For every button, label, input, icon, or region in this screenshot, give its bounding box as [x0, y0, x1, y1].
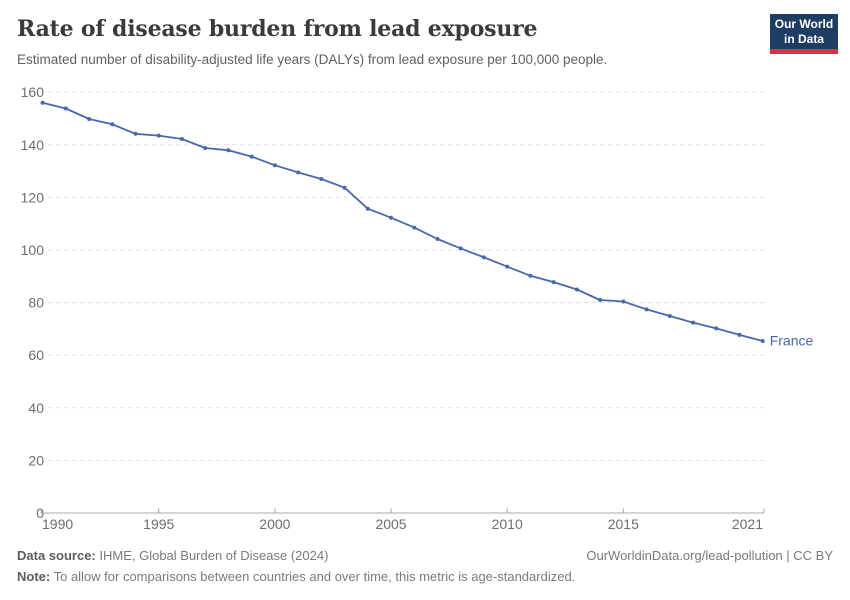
- data-point[interactable]: [667, 314, 672, 318]
- owid-logo-line1: Our World: [774, 17, 834, 31]
- y-axis-tick-label: 40: [28, 400, 44, 416]
- owid-url-link[interactable]: OurWorldinData.org/lead-pollution | CC B…: [586, 548, 833, 563]
- data-point[interactable]: [482, 255, 486, 260]
- chart-subtitle: Estimated number of disability-adjusted …: [17, 52, 608, 67]
- data-point[interactable]: [389, 215, 393, 220]
- data-source-text: IHME, Global Burden of Disease (2024): [95, 548, 329, 563]
- data-point[interactable]: [435, 237, 440, 241]
- y-axis-tick-label: 120: [21, 189, 45, 205]
- data-point[interactable]: [156, 133, 161, 138]
- series-line-france[interactable]: [41, 101, 764, 342]
- y-axis-tick-label: 160: [21, 84, 45, 100]
- y-axis-tick-label: 60: [28, 347, 44, 363]
- data-point[interactable]: [249, 154, 254, 159]
- owid-logo[interactable]: Our World in Data: [770, 14, 838, 54]
- data-point[interactable]: [296, 170, 301, 175]
- data-point[interactable]: [133, 131, 138, 136]
- data-point[interactable]: [365, 206, 370, 211]
- note-line: Note: To allow for comparisons between c…: [17, 569, 575, 584]
- y-axis-tick-label: 20: [28, 452, 44, 468]
- data-point[interactable]: [110, 122, 115, 127]
- data-point[interactable]: [691, 320, 695, 325]
- y-axis-tick-label: 140: [21, 137, 45, 153]
- data-point[interactable]: [760, 339, 765, 343]
- x-axis-tick-label: 2000: [259, 516, 290, 532]
- owid-logo-redbar: [770, 49, 838, 54]
- data-point[interactable]: [203, 146, 208, 150]
- data-point[interactable]: [621, 299, 626, 304]
- data-source-label: Data source:: [17, 548, 96, 563]
- y-axis-tick-label: 100: [21, 242, 45, 258]
- x-axis-tick-label: 1995: [143, 516, 174, 532]
- data-point[interactable]: [644, 307, 649, 312]
- x-axis-tick-label: 2021: [732, 516, 763, 532]
- data-point[interactable]: [87, 117, 92, 121]
- data-point[interactable]: [63, 106, 68, 111]
- x-axis-tick-label: 2010: [492, 516, 523, 532]
- data-point[interactable]: [551, 280, 556, 285]
- data-point[interactable]: [272, 163, 277, 168]
- x-axis-tick-label: 1990: [42, 516, 73, 532]
- data-point[interactable]: [458, 246, 463, 251]
- y-axis-tick-label: 80: [28, 295, 44, 311]
- data-point[interactable]: [180, 137, 184, 141]
- data-point[interactable]: [319, 177, 324, 181]
- data-point[interactable]: [528, 273, 533, 278]
- x-axis-tick-label: 2015: [608, 516, 639, 532]
- data-point[interactable]: [40, 100, 45, 105]
- data-point[interactable]: [342, 185, 347, 190]
- page-title: Rate of disease burden from lead exposur…: [17, 16, 538, 42]
- owid-logo-line2: in Data: [783, 32, 824, 46]
- note-text: To allow for comparisons between countri…: [50, 569, 576, 584]
- data-source-line: Data source: IHME, Global Burden of Dise…: [17, 548, 328, 563]
- data-point[interactable]: [598, 298, 603, 302]
- data-point[interactable]: [505, 264, 510, 269]
- series-label-france[interactable]: France: [770, 332, 814, 348]
- owid-logo-text: Our World in Data: [770, 14, 838, 49]
- data-point[interactable]: [412, 225, 417, 230]
- note-label: Note:: [17, 569, 51, 584]
- y-axis-tick-label: 0: [36, 505, 44, 521]
- data-point[interactable]: [737, 332, 742, 337]
- data-point[interactable]: [226, 148, 231, 153]
- x-axis-tick-label: 2005: [375, 516, 406, 532]
- data-point[interactable]: [574, 287, 579, 292]
- data-point[interactable]: [714, 326, 719, 331]
